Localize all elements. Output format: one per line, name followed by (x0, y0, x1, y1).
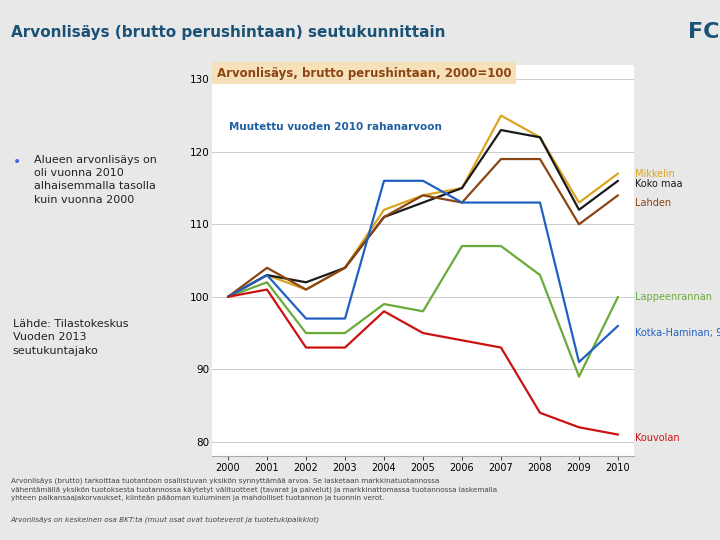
Text: Alueen arvonlisäys on
oli vuonna 2010
alhaisemmalla tasolla
kuin vuonna 2000: Alueen arvonlisäys on oli vuonna 2010 al… (34, 155, 157, 205)
Text: Lähde: Tilastokeskus
Vuoden 2013
seutukuntajako: Lähde: Tilastokeskus Vuoden 2013 seutuku… (13, 319, 128, 356)
Text: Koko maa: Koko maa (635, 179, 683, 190)
Text: FCG: FCG (688, 22, 720, 43)
Text: Lahden: Lahden (635, 198, 672, 207)
Text: Lappeenrannan: Lappeenrannan (635, 292, 712, 302)
Text: Arvonlisäys (brutto perushintaan) seutukunnittain: Arvonlisäys (brutto perushintaan) seutuk… (11, 25, 445, 40)
Text: •: • (716, 18, 720, 46)
Text: Muutettu vuoden 2010 rahanarvoon: Muutettu vuoden 2010 rahanarvoon (229, 122, 442, 132)
Text: Arvonlisäys, brutto perushintaan, 2000=100: Arvonlisäys, brutto perushintaan, 2000=1… (217, 67, 511, 80)
Text: •: • (13, 155, 21, 169)
Text: Arvonlisäys (brutto) tarkoittaa tuotantoon osallistuvan yksikön synnyttämää arvo: Arvonlisäys (brutto) tarkoittaa tuotanto… (11, 478, 497, 501)
Text: Mikkelin: Mikkelin (635, 168, 675, 179)
Text: Kotka-Haminan; 96: Kotka-Haminan; 96 (635, 328, 720, 338)
Text: Kouvolan: Kouvolan (635, 433, 680, 443)
Text: Arvonlisäys on keskeinen osa BKT:ta (muut osat ovat tuoteverot ja tuotetukipalkk: Arvonlisäys on keskeinen osa BKT:ta (muu… (11, 517, 320, 523)
